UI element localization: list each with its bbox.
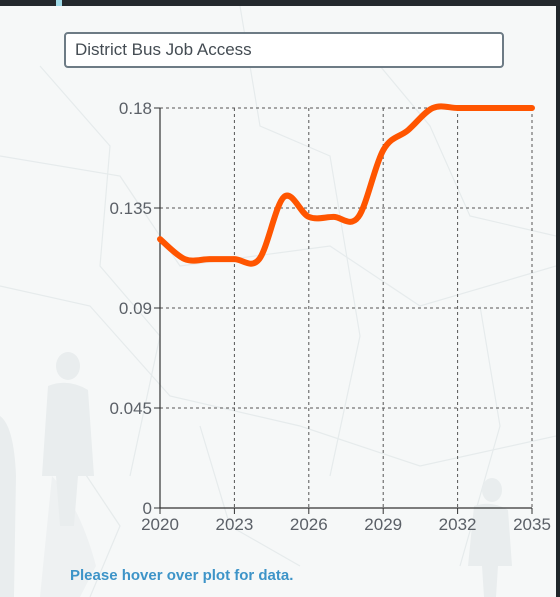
y-tick-label: 0.09 — [119, 299, 152, 318]
x-tick-label: 2023 — [215, 515, 253, 534]
window-accent — [56, 0, 62, 6]
series-line — [157, 103, 535, 267]
x-tick-label: 2020 — [141, 515, 179, 534]
y-tick-label: 0 — [143, 499, 152, 518]
chart-axes — [154, 107, 533, 514]
y-tick-label: 0.045 — [109, 399, 152, 418]
x-tick-label: 2035 — [513, 515, 551, 534]
window-top-strip — [0, 0, 560, 6]
chart-panel: 0 0.045 0.09 0.135 0.18 2020 2023 2026 2029 2032… — [0, 6, 556, 597]
chart-series — [157, 103, 535, 267]
y-axis-tick-labels: 0 0.045 0.09 0.135 0.18 — [109, 99, 152, 518]
y-tick-label: 0.135 — [109, 199, 152, 218]
metric-dropdown-value: District Bus Job Access — [75, 40, 252, 59]
x-tick-label: 2032 — [439, 515, 477, 534]
chart-grid — [160, 107, 533, 508]
hover-hint: Please hover over plot for data. — [70, 567, 294, 584]
panel-right-edge — [556, 6, 560, 597]
x-tick-label: 2029 — [364, 515, 402, 534]
metric-dropdown[interactable]: District Bus Job Access — [64, 32, 504, 68]
x-tick-label: 2026 — [290, 515, 328, 534]
background-map-illustration — [0, 6, 556, 597]
x-axis-tick-labels: 2020 2023 2026 2029 2032 2035 — [141, 515, 551, 534]
y-tick-label: 0.18 — [119, 99, 152, 118]
line-chart[interactable]: 0 0.045 0.09 0.135 0.18 2020 2023 2026 2029 2032… — [0, 6, 556, 597]
